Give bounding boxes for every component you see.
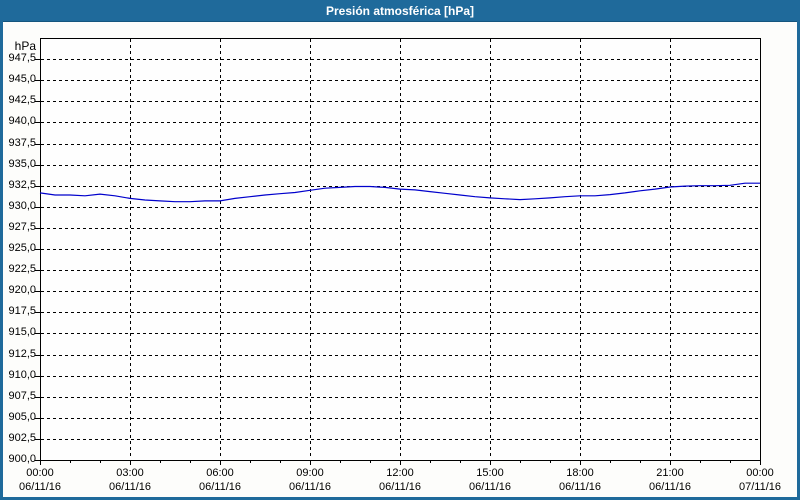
x-tick-time-label: 12:00 [386, 467, 414, 479]
title-bar: Presión atmosférica [hPa] [0, 0, 800, 22]
y-tick-label: 922,5 [8, 263, 36, 276]
y-tick-label: 935,0 [8, 157, 36, 170]
x-tick-time-label: 00:00 [746, 467, 774, 479]
x-tick-time-label: 09:00 [296, 467, 324, 479]
y-tick-label: 925,0 [8, 242, 36, 254]
y-tick-label: 907,5 [8, 389, 36, 402]
x-tick-date-label: 06/11/16 [378, 481, 421, 493]
y-tick-label: 927,5 [8, 220, 36, 233]
x-tick-date-label: 06/11/16 [18, 481, 61, 493]
y-tick-label: 940,0 [8, 115, 36, 128]
y-tick-label: 900,0 [8, 453, 36, 465]
y-tick-label: 902,5 [8, 431, 36, 444]
y-tick-label: 920,0 [8, 284, 36, 297]
x-tick-time-label: 18:00 [566, 467, 594, 479]
y-tick-label: 932,5 [8, 178, 36, 191]
x-tick-date-label: 07/11/16 [738, 481, 781, 493]
y-tick-label: 930,0 [8, 199, 36, 212]
x-tick-time-label: 21:00 [656, 467, 684, 479]
x-tick-time-label: 00:00 [26, 467, 54, 479]
y-tick-label: 915,0 [8, 326, 36, 339]
y-tick-label: 910,0 [8, 368, 36, 381]
x-tick-date-label: 06/11/16 [288, 481, 331, 493]
y-tick-label: 947,5 [8, 52, 36, 65]
y-tick-label: 917,5 [8, 305, 36, 318]
y-tick-label: 912,5 [8, 347, 36, 360]
x-tick-date-label: 06/11/16 [648, 481, 691, 493]
y-tick-label: 905,0 [8, 410, 36, 423]
pressure-line [39, 182, 760, 203]
chart-title: Presión atmosférica [hPa] [325, 4, 475, 18]
x-tick-date-label: 06/11/16 [468, 481, 511, 493]
y-axis-unit-label: hPa [14, 39, 36, 53]
x-tick-time-label: 15:00 [476, 467, 504, 479]
y-tick-label: 937,5 [8, 136, 36, 149]
y-tick-label: 942,5 [8, 94, 36, 107]
x-tick-date-label: 06/11/16 [108, 481, 151, 493]
x-tick-time-label: 03:00 [116, 467, 144, 479]
x-tick-date-label: 06/11/16 [558, 481, 601, 493]
x-tick-time-label: 06:00 [206, 467, 234, 479]
y-tick-label: 945,0 [8, 73, 36, 86]
x-tick-date-label: 06/11/16 [198, 481, 241, 493]
